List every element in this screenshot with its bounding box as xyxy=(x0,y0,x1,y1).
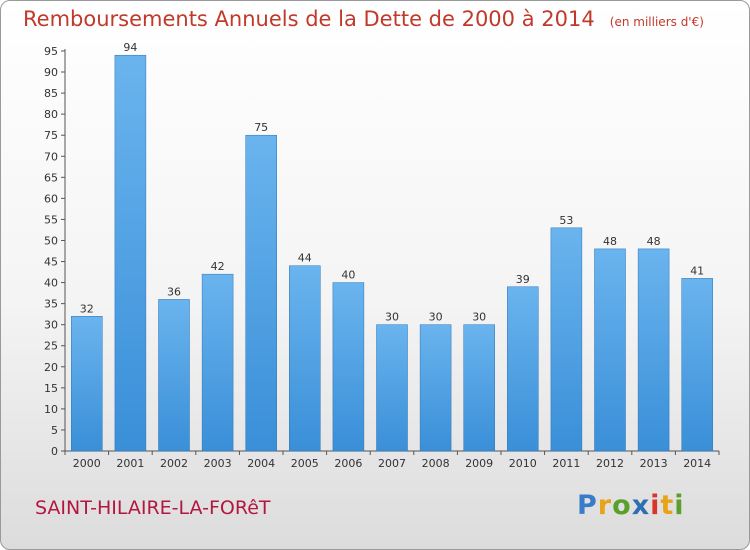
bar-value-label: 41 xyxy=(690,264,704,277)
brand-letter: i xyxy=(650,490,661,521)
title-row: Remboursements Annuels de la Dette de 20… xyxy=(23,7,704,31)
x-tick-label: 2006 xyxy=(334,457,362,470)
bar-2004 xyxy=(245,134,277,452)
x-tick-label: 2009 xyxy=(465,457,493,470)
x-tick-label: 2005 xyxy=(291,457,319,470)
x-tick-label: 2007 xyxy=(378,457,406,470)
y-tick-label: 0 xyxy=(51,445,58,458)
y-tick-label: 60 xyxy=(44,192,58,205)
x-tick-label: 2011 xyxy=(552,457,580,470)
y-tick-label: 65 xyxy=(44,171,58,184)
bar-value-label: 30 xyxy=(472,311,486,324)
bar-value-label: 42 xyxy=(211,260,225,273)
y-tick-label: 10 xyxy=(44,403,58,416)
bar-value-label: 75 xyxy=(254,121,268,134)
bar-value-label: 36 xyxy=(167,285,181,298)
y-tick-label: 70 xyxy=(44,150,58,163)
x-tick-label: 2012 xyxy=(596,457,624,470)
bar-2013 xyxy=(637,248,670,452)
y-tick-label: 55 xyxy=(44,213,58,226)
y-tick-label: 30 xyxy=(44,319,58,332)
y-tick-label: 45 xyxy=(44,256,58,269)
y-tick-label: 85 xyxy=(44,87,58,100)
bar-2009 xyxy=(463,324,495,452)
chart-title: Remboursements Annuels de la Dette de 20… xyxy=(23,7,595,31)
brand-letter: P xyxy=(577,490,598,521)
x-tick-label: 2010 xyxy=(509,457,537,470)
bar-2011 xyxy=(550,227,583,452)
bar-value-label: 53 xyxy=(559,214,573,227)
bar-value-label: 40 xyxy=(341,269,355,282)
y-tick-label: 5 xyxy=(51,424,58,437)
bar-value-label: 32 xyxy=(80,302,94,315)
x-tick-label: 2014 xyxy=(683,457,711,470)
town-name: SAINT-HILAIRE-LA-FORêT xyxy=(35,497,271,519)
y-tick-label: 50 xyxy=(44,234,58,247)
x-tick-label: 2004 xyxy=(247,457,275,470)
bar-value-label: 39 xyxy=(516,273,530,286)
y-tick-label: 95 xyxy=(44,45,58,58)
bar-2008 xyxy=(419,324,452,452)
x-tick-label: 2002 xyxy=(160,457,188,470)
x-tick-label: 2000 xyxy=(73,457,101,470)
brand-letter: r xyxy=(597,490,613,521)
x-tick-label: 2001 xyxy=(116,457,144,470)
bar-2007 xyxy=(376,324,408,452)
brand-letter: t xyxy=(660,490,675,521)
y-tick-label: 35 xyxy=(44,298,58,311)
brand-letter: x xyxy=(631,490,651,521)
y-tick-label: 15 xyxy=(44,382,58,395)
bar-2006 xyxy=(332,282,365,452)
bar-2001 xyxy=(114,54,147,452)
bar-2000 xyxy=(71,316,103,452)
bar-2010 xyxy=(507,286,539,452)
bar-2012 xyxy=(594,248,626,452)
brand-letter: o xyxy=(612,490,632,521)
y-tick-label: 20 xyxy=(44,361,58,374)
bar-value-label: 44 xyxy=(298,252,312,265)
bars: 32 94 36 42 75 44 40 30 30 30 39 53 48 48 41 xyxy=(71,41,713,452)
x-tick-label: 2003 xyxy=(204,457,232,470)
x-tick-label: 2008 xyxy=(422,457,450,470)
y-tick-label: 90 xyxy=(44,66,58,79)
bar-2014 xyxy=(681,278,713,452)
y-tick-label: 80 xyxy=(44,108,58,121)
brand-logo: Proxiti xyxy=(577,490,685,521)
bar-value-label: 94 xyxy=(123,41,137,54)
brand-letter: i xyxy=(674,490,685,521)
x-axis-ticks: 2000 2001 2002 2003 2004 2005 2006 2007 2008 2009… xyxy=(64,451,720,470)
bar-value-label: 30 xyxy=(385,311,399,324)
y-axis-ticks: 0 5 10 15 20 25 30 35 40 45 50 55 60 65 70 75 80 85 90 95 xyxy=(44,45,65,458)
bar-value-label: 48 xyxy=(647,235,661,248)
chart-subtitle: (en milliers d'€) xyxy=(609,15,704,29)
x-tick-label: 2013 xyxy=(640,457,668,470)
bar-2003 xyxy=(201,273,234,452)
bar-2005 xyxy=(289,265,321,452)
y-tick-label: 40 xyxy=(44,277,58,290)
y-tick-label: 25 xyxy=(44,340,58,353)
bar-value-label: 48 xyxy=(603,235,617,248)
bar-2002 xyxy=(158,299,190,452)
bar-value-label: 30 xyxy=(429,311,443,324)
y-tick-label: 75 xyxy=(44,129,58,142)
